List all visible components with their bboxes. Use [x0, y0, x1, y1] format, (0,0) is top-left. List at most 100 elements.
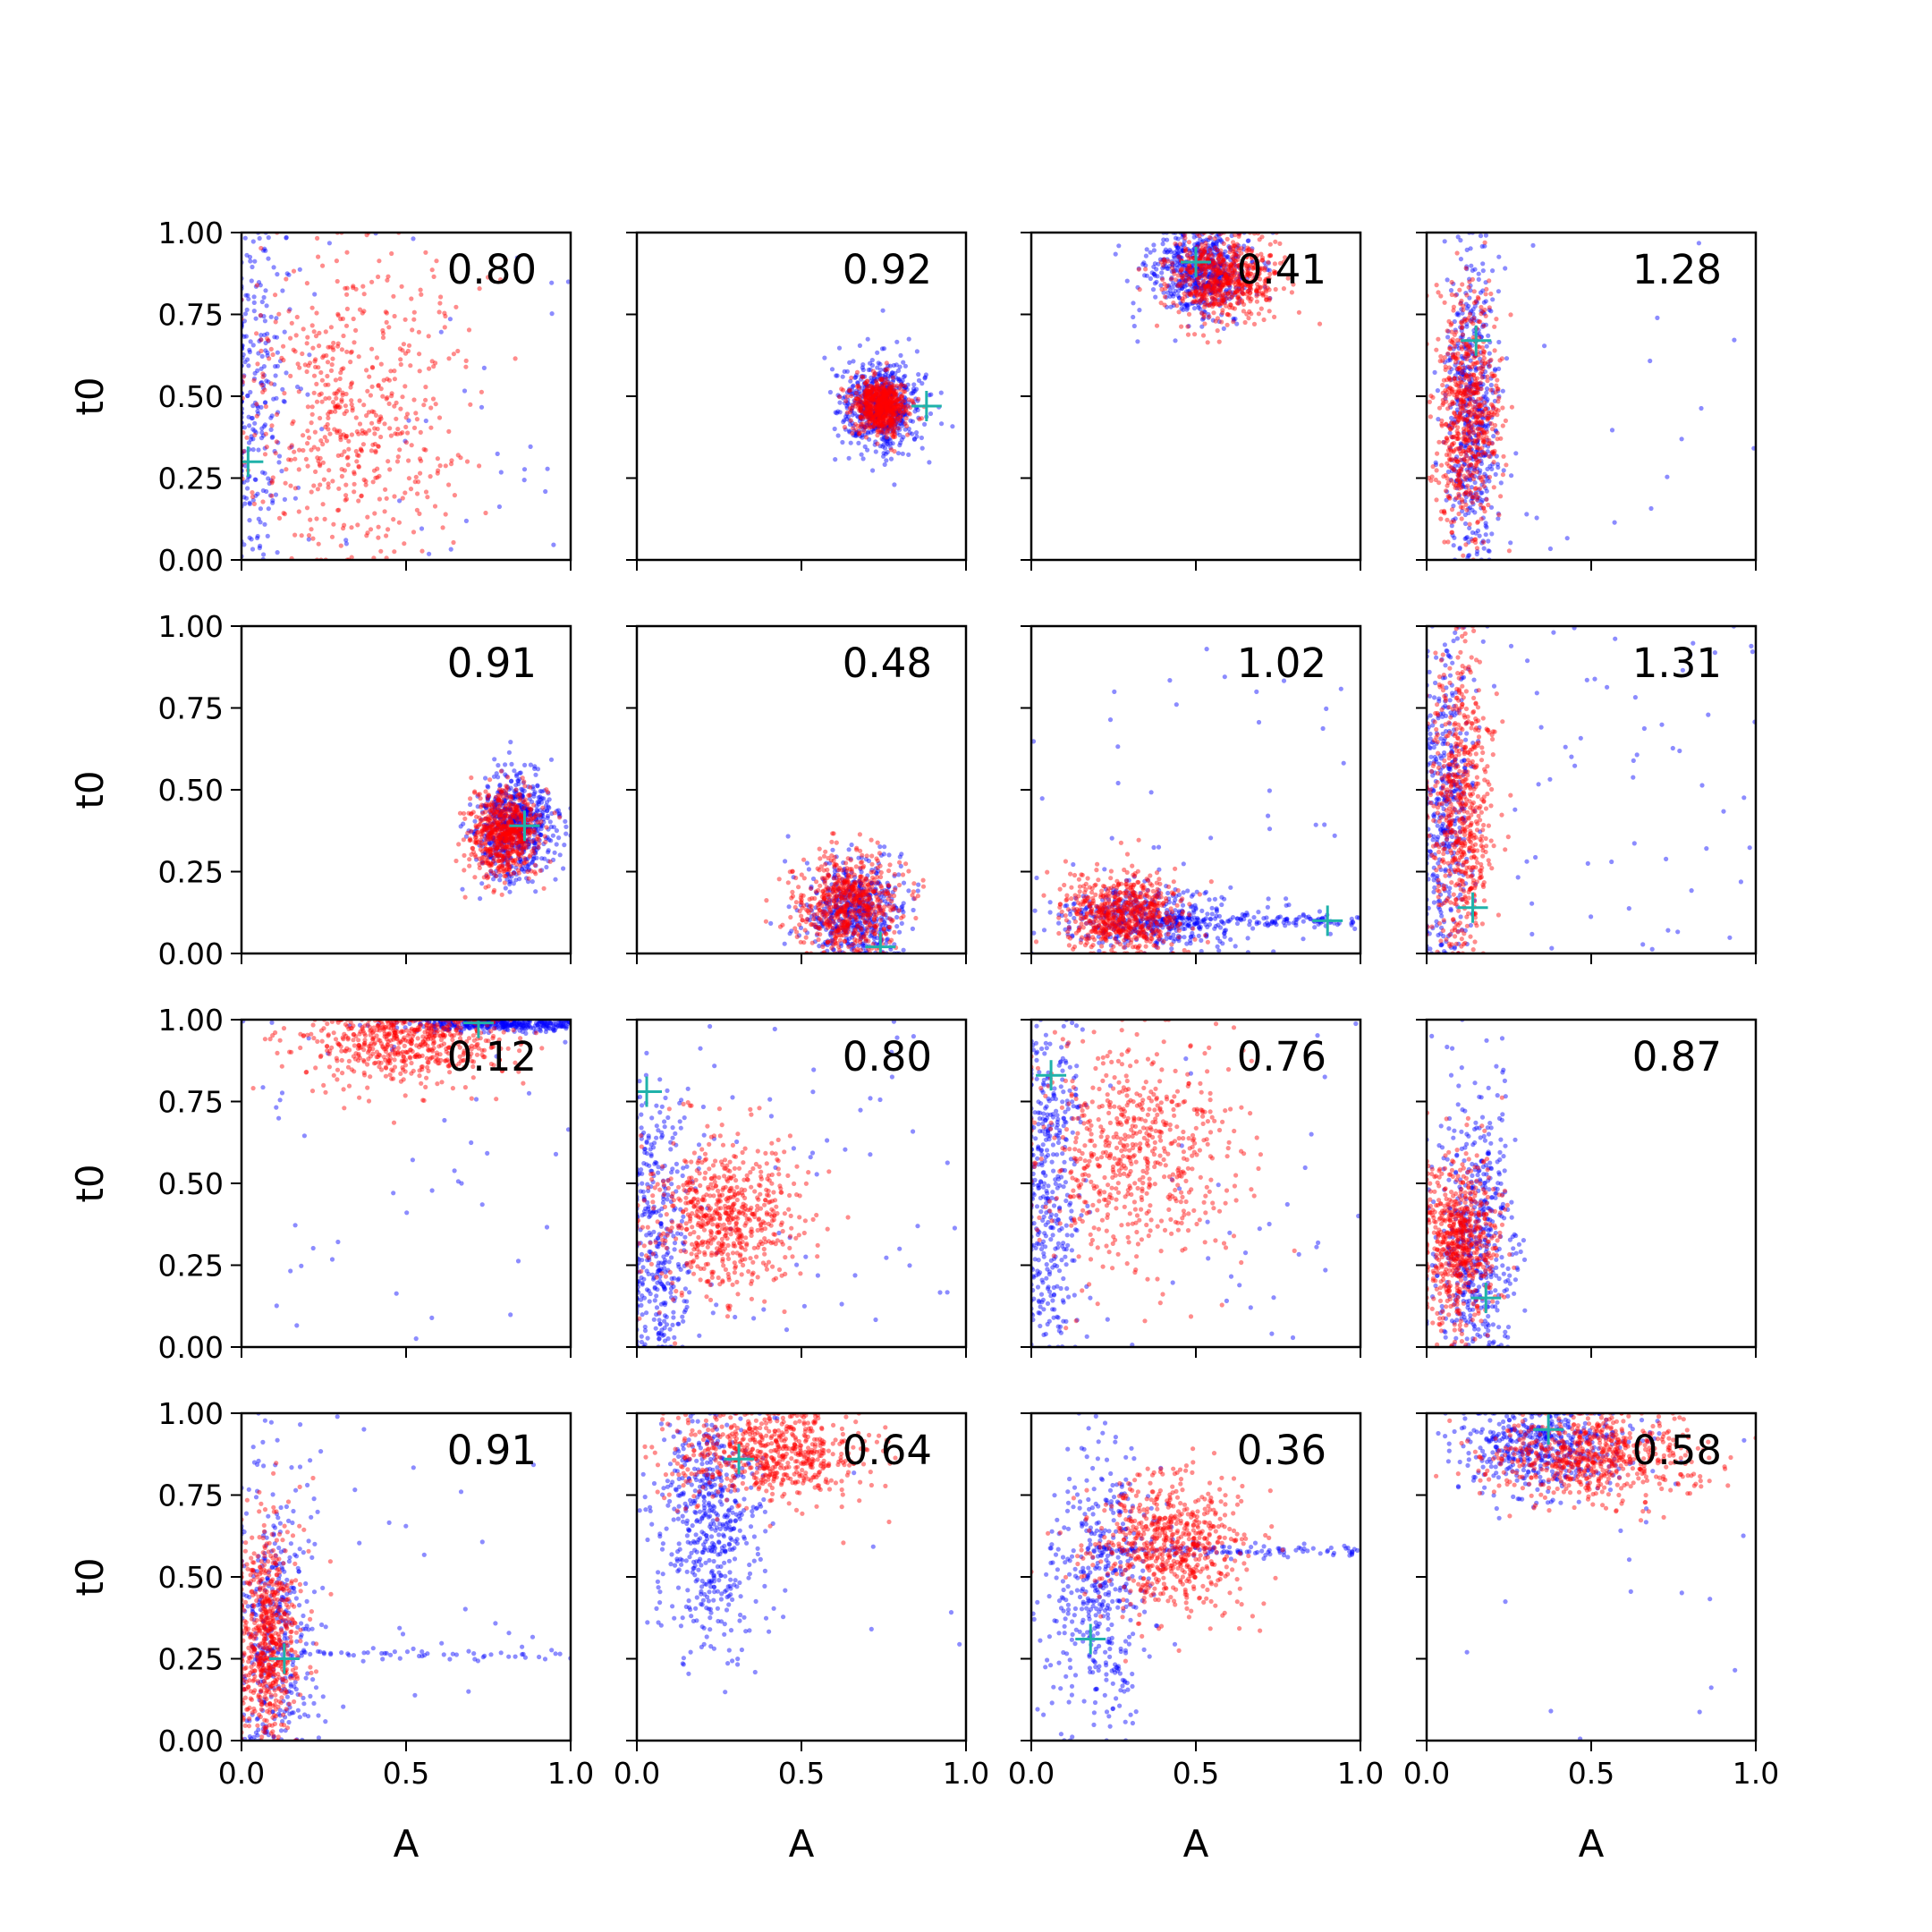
blue-point [1220, 271, 1225, 276]
red-point [1199, 246, 1206, 251]
red-point [866, 390, 871, 395]
blue-point [1187, 292, 1192, 297]
blue-point [872, 411, 878, 417]
red-point [419, 292, 424, 297]
red-point [1436, 480, 1442, 486]
red-point [1239, 250, 1244, 256]
blue-point [495, 451, 500, 456]
red-point [375, 475, 380, 480]
red-point [340, 390, 345, 395]
red-point [1206, 264, 1211, 270]
red-point [1272, 261, 1277, 267]
red-point [1218, 288, 1224, 293]
red-point [877, 402, 882, 407]
red-point [1439, 418, 1445, 423]
blue-point [882, 412, 887, 418]
red-point [1220, 258, 1226, 263]
red-point [916, 396, 921, 402]
blue-point [902, 373, 908, 378]
red-point [349, 555, 354, 560]
blue-point [909, 391, 914, 396]
red-point [1187, 282, 1193, 287]
red-point [294, 314, 300, 320]
red-point [1208, 278, 1213, 284]
red-point [870, 396, 877, 402]
red-point [876, 386, 882, 392]
red-point [880, 400, 886, 405]
blue-point [880, 429, 886, 435]
blue-point [881, 426, 886, 431]
blue-point [892, 482, 897, 487]
red-point [879, 397, 885, 402]
blue-point [282, 329, 287, 335]
red-point [1226, 265, 1232, 270]
red-point [1210, 286, 1216, 292]
red-point [1464, 349, 1470, 355]
blue-point [890, 417, 895, 422]
red-point [1219, 284, 1224, 289]
red-point [1201, 292, 1207, 299]
blue-point [249, 278, 254, 284]
red-point [882, 424, 888, 429]
red-point [412, 479, 418, 485]
blue-point [1206, 290, 1211, 295]
blue-point [857, 391, 862, 396]
red-point [356, 498, 361, 504]
blue-point [1206, 237, 1211, 243]
red-point [1213, 291, 1218, 296]
blue-point [269, 413, 275, 419]
blue-point [883, 387, 888, 393]
red-point [350, 408, 355, 413]
blue-point [883, 438, 888, 444]
red-point [365, 530, 370, 536]
blue-point [1478, 290, 1484, 295]
blue-point [1207, 283, 1212, 288]
red-point [374, 355, 379, 360]
red-point [879, 409, 885, 414]
blue-point [855, 380, 860, 386]
red-point [1215, 248, 1220, 253]
blue-point [479, 404, 485, 410]
red-point [856, 386, 861, 391]
blue-point [242, 448, 247, 453]
red-point [398, 357, 403, 362]
red-point [1445, 483, 1450, 488]
red-point [889, 394, 895, 400]
red-point [861, 424, 867, 429]
red-point [1210, 261, 1216, 267]
red-point [878, 410, 884, 415]
red-point [888, 421, 894, 427]
red-point [340, 316, 345, 321]
blue-point [259, 299, 265, 305]
blue-point [1180, 273, 1185, 278]
blue-point [1196, 242, 1201, 247]
red-point [1218, 270, 1224, 275]
blue-point [886, 425, 891, 430]
red-point [309, 489, 314, 495]
blue-point [883, 406, 889, 411]
blue-point [871, 428, 877, 434]
red-point [361, 402, 367, 408]
red-point [1483, 292, 1488, 297]
red-point [875, 402, 880, 408]
blue-point [875, 397, 880, 402]
red-point [1462, 491, 1467, 497]
blue-point [251, 294, 257, 300]
blue-point [874, 417, 879, 423]
blue-point [864, 403, 869, 409]
blue-point [898, 417, 903, 422]
red-point [890, 430, 895, 436]
red-point [1451, 304, 1456, 309]
blue-point [1199, 317, 1206, 322]
red-point [1495, 377, 1500, 383]
scatter-points [453, 740, 571, 902]
red-point [884, 401, 889, 406]
red-point [880, 390, 886, 395]
red-point [1219, 270, 1224, 275]
blue-point [868, 413, 873, 419]
blue-point [880, 428, 886, 433]
blue-point [1154, 267, 1159, 272]
blue-point [868, 407, 874, 412]
blue-point [1182, 284, 1188, 289]
red-point [342, 449, 347, 454]
